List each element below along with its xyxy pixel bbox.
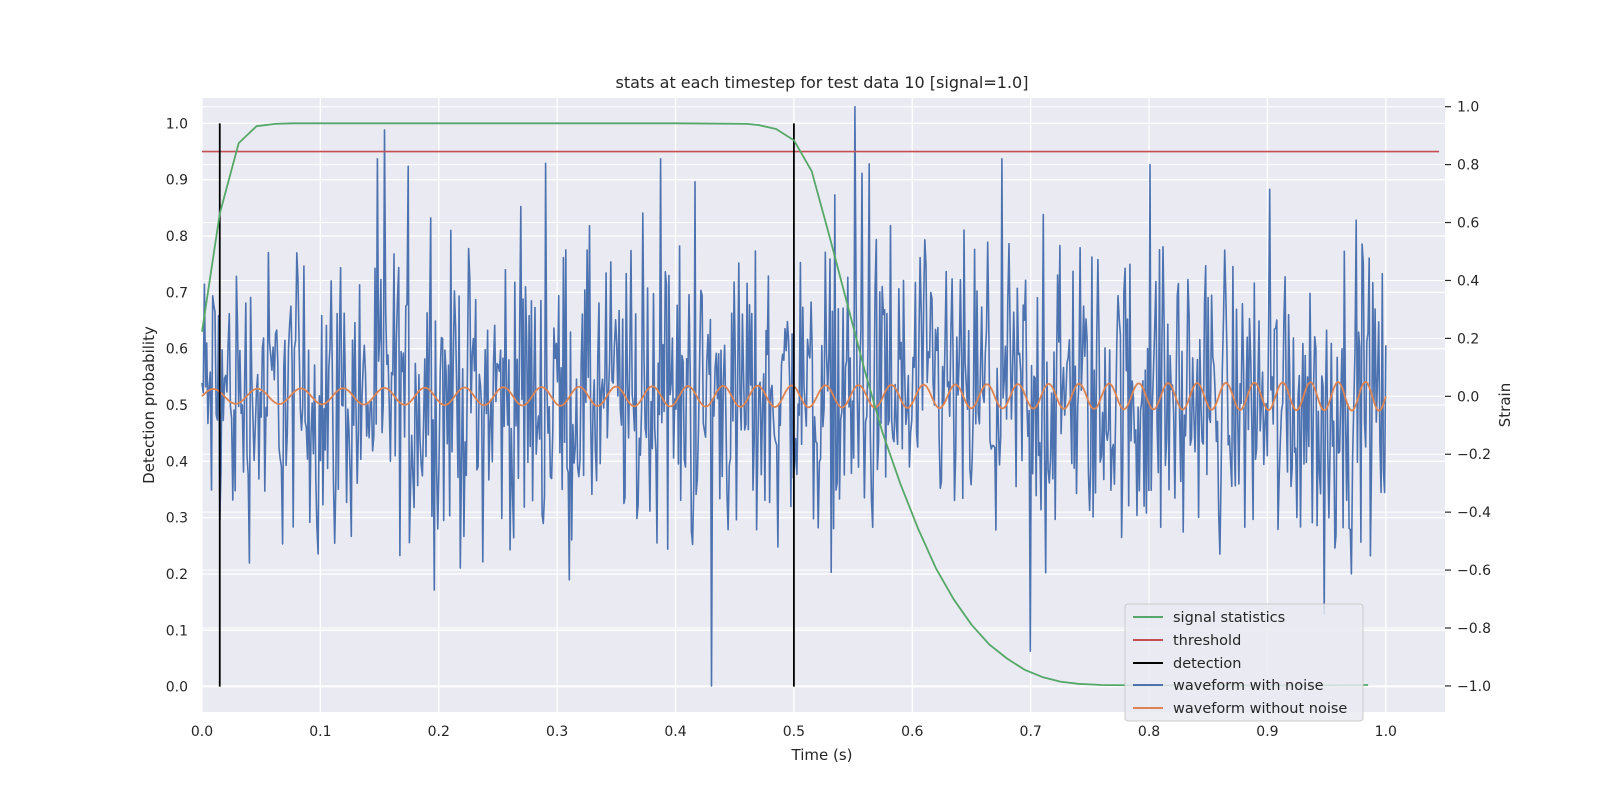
x-tick-label: 0.4 bbox=[664, 724, 686, 740]
y-axis-left: 0.0 0.1 0.2 0.3 0.4 0.5 0.6 0.7 0.8 0.9 1.0 bbox=[166, 116, 188, 695]
y-right-tick-label: −0.6 bbox=[1457, 563, 1491, 579]
x-tick-label: 0.3 bbox=[546, 724, 568, 740]
y-right-tick-label: 0.6 bbox=[1457, 216, 1479, 232]
y-tick-label: 0.1 bbox=[166, 623, 188, 639]
legend-label-waveform-without-noise: waveform without noise bbox=[1173, 701, 1347, 717]
series-layer bbox=[201, 105, 1440, 687]
legend-box bbox=[1124, 603, 1364, 722]
x-axis-title: Time (s) bbox=[791, 746, 853, 764]
y-axis-right-title: Strain bbox=[1496, 383, 1514, 427]
y-right-tick-label: 0.0 bbox=[1457, 389, 1479, 405]
legend-label-detection: detection bbox=[1173, 656, 1241, 672]
y-tick-label: 0.0 bbox=[166, 680, 188, 696]
y-right-tick-label: 0.2 bbox=[1457, 331, 1479, 347]
x-axis: 0.0 0.1 0.2 0.3 0.4 0.5 0.6 0.7 0.8 0.9 1.0 bbox=[191, 724, 1397, 740]
series-signal-statistics bbox=[201, 122, 1369, 687]
y-right-tick-label: −0.4 bbox=[1457, 505, 1491, 521]
y-tick-label: 0.4 bbox=[166, 454, 188, 470]
x-tick-label: 0.8 bbox=[1138, 724, 1160, 740]
y-axis-title: Detection probability bbox=[140, 326, 158, 484]
y-tick-label: 0.8 bbox=[166, 229, 188, 245]
y-right-tick-label: −0.8 bbox=[1457, 621, 1491, 637]
x-tick-label: 0.5 bbox=[783, 724, 805, 740]
y-tick-label: 0.7 bbox=[166, 285, 188, 301]
x-tick-label: 1.0 bbox=[1375, 724, 1397, 740]
x-tick-label: 0.7 bbox=[1020, 724, 1042, 740]
legend: signal statistics threshold detection wa… bbox=[1124, 603, 1364, 722]
x-tick-label: 0.9 bbox=[1256, 724, 1278, 740]
y-tick-label: 0.6 bbox=[166, 342, 188, 358]
y-right-tick-label: 0.8 bbox=[1457, 158, 1479, 174]
y-axis-right: −1.0 −0.8 −0.6 −0.4 −0.2 0.0 0.2 0.4 0.6 0.8 1.0 bbox=[1445, 100, 1491, 695]
legend-label-threshold: threshold bbox=[1173, 633, 1241, 649]
y-tick-label: 1.0 bbox=[166, 116, 188, 132]
y-tick-label: 0.2 bbox=[166, 567, 188, 583]
chart-title: stats at each timestep for test data 10 … bbox=[616, 73, 1029, 92]
legend-label-signal-statistics: signal statistics bbox=[1173, 610, 1285, 626]
y-tick-label: 0.5 bbox=[166, 398, 188, 414]
x-tick-label: 0.6 bbox=[901, 724, 923, 740]
legend-label-waveform-with-noise: waveform with noise bbox=[1173, 678, 1324, 694]
y-right-tick-label: 1.0 bbox=[1457, 100, 1479, 116]
x-tick-label: 0.0 bbox=[191, 724, 213, 740]
y-tick-label: 0.9 bbox=[166, 173, 188, 189]
y-tick-label: 0.3 bbox=[166, 511, 188, 527]
x-tick-label: 0.2 bbox=[428, 724, 450, 740]
x-tick-label: 0.1 bbox=[309, 724, 331, 740]
y-right-tick-label: −0.2 bbox=[1457, 447, 1491, 463]
y-right-tick-label: 0.4 bbox=[1457, 273, 1479, 289]
y-right-tick-label: −1.0 bbox=[1457, 679, 1491, 695]
